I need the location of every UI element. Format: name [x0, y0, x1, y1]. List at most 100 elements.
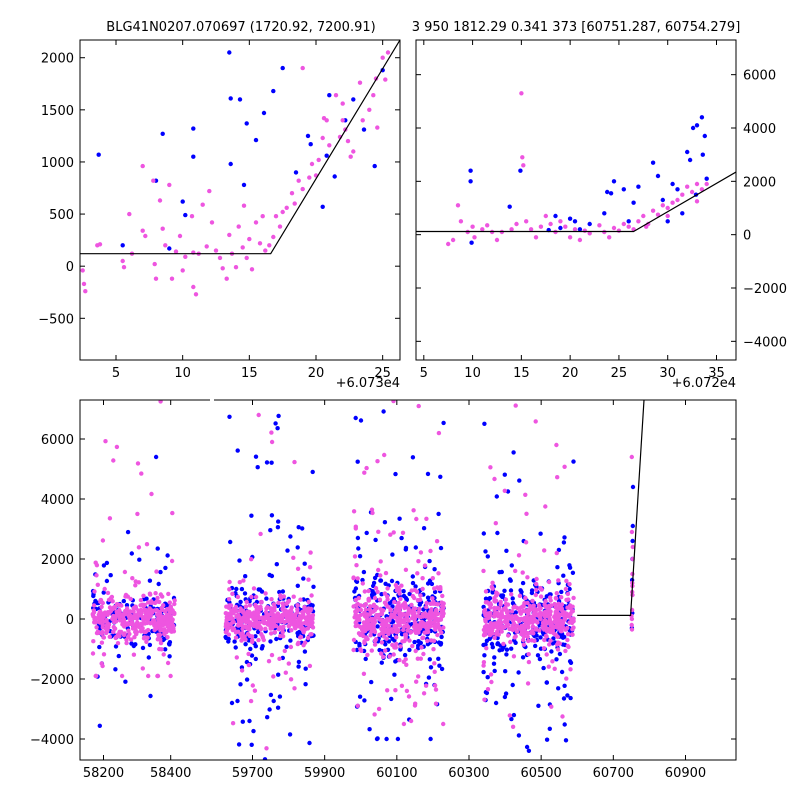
blue-point — [296, 664, 301, 669]
pink-point — [507, 626, 512, 632]
x-tick-label: 25 — [611, 366, 628, 381]
x-tick-label: 10 — [174, 366, 191, 381]
pink-point — [244, 599, 249, 605]
pink-point — [127, 211, 132, 217]
pink-point — [110, 599, 115, 604]
pink-point — [226, 632, 231, 637]
blue-point — [567, 659, 573, 664]
pink-point — [269, 597, 274, 602]
pink-point — [229, 615, 234, 620]
blue-point — [302, 649, 308, 654]
pink-point — [139, 611, 144, 616]
pink-event-point — [629, 627, 635, 632]
pink-point — [559, 608, 565, 613]
blue-point — [547, 726, 552, 731]
blue-point — [163, 565, 168, 571]
pink-point — [488, 672, 494, 677]
blue-point — [307, 740, 312, 746]
pink-point — [102, 610, 108, 615]
y-tick-label: 4000 — [41, 493, 74, 508]
blue-point — [268, 528, 273, 533]
blue-point — [694, 123, 700, 128]
pink-point — [428, 548, 433, 554]
pink-point — [512, 604, 517, 609]
blue-point — [499, 593, 504, 598]
pink-point — [307, 565, 313, 570]
blue-point — [238, 599, 243, 605]
pink-point — [316, 157, 321, 163]
pink-point — [558, 219, 563, 224]
blue-point — [518, 168, 523, 173]
blue-point — [537, 656, 543, 662]
pink-point — [291, 555, 296, 560]
y-tick-label: 2000 — [41, 52, 74, 67]
pink-point — [248, 698, 254, 704]
pink-point — [118, 614, 123, 619]
pink-point — [285, 618, 290, 623]
bottom-model-line — [577, 400, 645, 616]
blue-point — [700, 152, 705, 157]
pink-point — [403, 567, 409, 572]
pink-point — [109, 594, 115, 600]
pink-point — [507, 713, 512, 718]
pink-point — [397, 657, 402, 663]
pink-point — [384, 636, 389, 641]
pink-point — [309, 593, 314, 598]
pink-point — [81, 281, 87, 287]
pink-point — [355, 613, 360, 619]
x-tick-label: 15 — [241, 366, 258, 381]
blue-point — [233, 645, 238, 650]
blue-point — [438, 641, 444, 646]
pink-point — [165, 635, 170, 640]
pink-point — [244, 255, 249, 261]
pink-point — [345, 138, 351, 144]
blue-point — [240, 719, 245, 724]
pink-point — [143, 233, 148, 239]
pink-point — [324, 118, 329, 123]
blue-point — [485, 554, 490, 559]
top-right-offset-label: +6.072e4 — [672, 376, 736, 391]
pink-point — [509, 227, 514, 232]
pink-point — [235, 594, 241, 600]
pink-point — [94, 630, 100, 636]
pink-point — [552, 666, 557, 671]
pink-point — [165, 620, 170, 625]
blue-point — [559, 589, 564, 595]
pink-point — [526, 638, 531, 644]
pink-point — [234, 655, 239, 660]
pink-point — [406, 607, 411, 612]
pink-point — [416, 559, 421, 564]
pink-point — [542, 548, 547, 553]
pink-point — [383, 570, 389, 576]
pink-point — [98, 619, 103, 625]
blue-point — [416, 639, 421, 644]
pink-point — [255, 625, 260, 630]
pink-point — [650, 208, 656, 213]
pink-point — [382, 600, 388, 605]
pink-point — [485, 223, 490, 228]
pink-point — [494, 625, 500, 630]
blue-point — [253, 137, 259, 143]
pink-point — [372, 638, 378, 644]
blue-point — [561, 696, 567, 701]
blue-point — [492, 655, 497, 660]
pink-point — [269, 430, 274, 435]
blue-point — [367, 727, 372, 732]
blue-point — [509, 646, 514, 651]
pink-point — [124, 622, 130, 627]
blue-point — [155, 546, 160, 551]
pink-point — [272, 623, 278, 629]
pink-point — [488, 605, 493, 610]
pink-point — [499, 620, 504, 625]
blue-point — [660, 197, 665, 203]
pink-point — [518, 611, 523, 616]
blue-point — [535, 653, 541, 658]
blue-point — [483, 549, 488, 554]
pink-point — [286, 661, 291, 666]
pink-point — [542, 637, 547, 643]
pink-point — [271, 674, 276, 679]
blue-point — [389, 696, 394, 702]
pink-point — [413, 648, 418, 654]
blue-point — [495, 530, 500, 536]
pink-point — [298, 634, 304, 640]
